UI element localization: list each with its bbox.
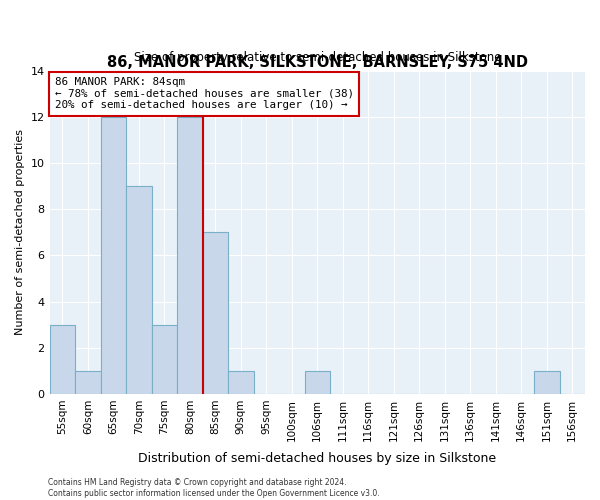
Text: 86 MANOR PARK: 84sqm
← 78% of semi-detached houses are smaller (38)
20% of semi-: 86 MANOR PARK: 84sqm ← 78% of semi-detac…: [55, 77, 354, 110]
Bar: [305, 371, 330, 394]
Text: Size of property relative to semi-detached houses in Silkstone: Size of property relative to semi-detach…: [134, 51, 501, 64]
Bar: [203, 232, 228, 394]
Bar: [75, 371, 101, 394]
X-axis label: Distribution of semi-detached houses by size in Silkstone: Distribution of semi-detached houses by …: [138, 452, 496, 465]
Title: 86, MANOR PARK, SILKSTONE, BARNSLEY, S75 4ND: 86, MANOR PARK, SILKSTONE, BARNSLEY, S75…: [107, 54, 528, 70]
Bar: [126, 186, 152, 394]
Bar: [177, 117, 203, 394]
Bar: [534, 371, 560, 394]
Bar: [228, 371, 254, 394]
Y-axis label: Number of semi-detached properties: Number of semi-detached properties: [15, 130, 25, 336]
Bar: [50, 324, 75, 394]
Bar: [152, 324, 177, 394]
Text: Contains HM Land Registry data © Crown copyright and database right 2024.
Contai: Contains HM Land Registry data © Crown c…: [48, 478, 380, 498]
Bar: [101, 117, 126, 394]
